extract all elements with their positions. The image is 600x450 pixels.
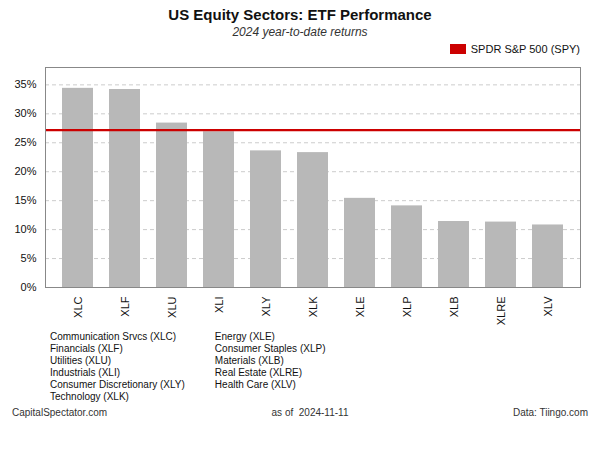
svg-text:XLE: XLE xyxy=(354,297,366,318)
html-text:Energy (XLE): Energy (XLE) xyxy=(214,331,275,342)
svg-text:10%: 10% xyxy=(14,223,36,235)
svg-text:XLP: XLP xyxy=(401,297,413,318)
svg-text:15%: 15% xyxy=(14,194,36,206)
html-text:Financials (XLF): Financials (XLF) xyxy=(50,343,123,354)
html-text:Communication Srvcs (XLC): Communication Srvcs (XLC) xyxy=(50,331,177,342)
svg-text:20%: 20% xyxy=(14,165,36,177)
html-text:Technology (XLK): Technology (XLK) xyxy=(50,391,129,402)
html-text:Materials (XLB): Materials (XLB) xyxy=(214,355,284,366)
svg-text:XLY: XLY xyxy=(260,296,272,317)
svg-text:XLU: XLU xyxy=(166,296,178,317)
svg-text:35%: 35% xyxy=(14,78,36,90)
html-text:SPDR S&P 500 (SPY): SPDR S&P 500 (SPY) xyxy=(470,43,580,55)
html-text:2024 year-to-date returns: 2024 year-to-date returns xyxy=(232,25,368,39)
html-text:Consumer Staples (XLP): Consumer Staples (XLP) xyxy=(214,343,326,354)
html-text:US Equity Sectors: ETF Perform: US Equity Sectors: ETF Performance xyxy=(168,6,432,23)
html-text:as of 2024-11-11: as of 2024-11-11 xyxy=(271,407,349,418)
html-text:Real Estate (XLRE): Real Estate (XLRE) xyxy=(214,367,303,378)
svg-text:XLK: XLK xyxy=(307,296,319,317)
html-text:Consumer Discretionary (XLY): Consumer Discretionary (XLY) xyxy=(50,379,185,390)
svg-text:XLRE: XLRE xyxy=(495,297,507,326)
svg-text:XLC: XLC xyxy=(72,296,84,317)
svg-text:25%: 25% xyxy=(14,136,36,148)
svg-text:XLB: XLB xyxy=(448,297,460,318)
svg-text:0%: 0% xyxy=(21,281,37,293)
svg-text:30%: 30% xyxy=(14,107,36,119)
html-text:CapitalSpectator.com: CapitalSpectator.com xyxy=(12,407,108,418)
html-text:Utilities (XLU): Utilities (XLU) xyxy=(50,355,112,366)
svg-text:XLF: XLF xyxy=(119,296,131,316)
html-text:Data: Tiingo.com: Data: Tiingo.com xyxy=(512,407,588,418)
html-text:Health Care (XLV): Health Care (XLV) xyxy=(214,379,296,390)
svg-text:5%: 5% xyxy=(21,252,37,264)
svg-text:XLI: XLI xyxy=(213,297,225,314)
html-text:Industrials (XLI): Industrials (XLI) xyxy=(50,367,120,378)
svg-text:XLV: XLV xyxy=(542,296,554,317)
